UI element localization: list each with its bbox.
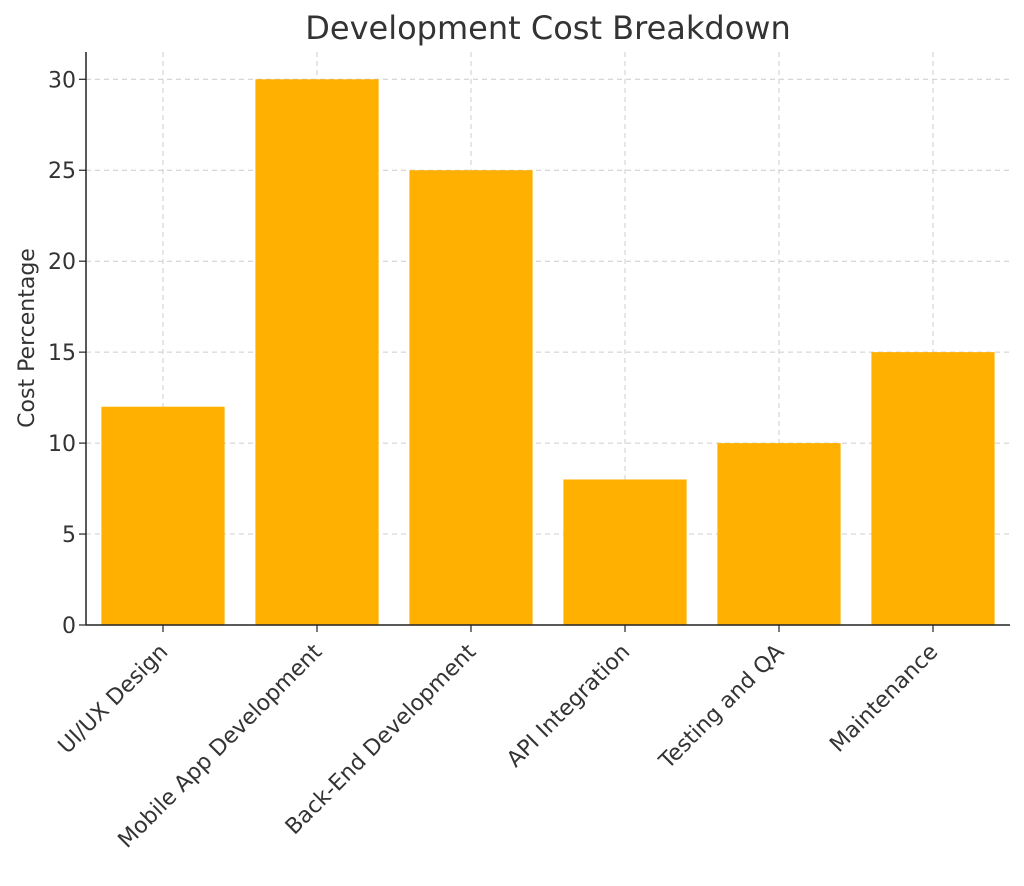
y-tick-label: 10 <box>48 432 76 457</box>
bar <box>717 443 841 625</box>
y-axis-label: Cost Percentage <box>15 248 40 428</box>
axes-layer <box>79 52 1010 632</box>
y-tick-label: 25 <box>48 159 76 184</box>
x-tick-label: UI/UX Design <box>54 640 174 760</box>
y-tick-label: 30 <box>48 68 76 93</box>
bar <box>255 79 379 626</box>
bar <box>563 479 687 625</box>
y-tick-label: 15 <box>48 341 76 366</box>
y-tick-label: 0 <box>62 614 76 639</box>
bars-layer <box>101 79 995 626</box>
bar <box>871 352 995 625</box>
x-tick-label: API Integration <box>502 640 635 773</box>
y-tick-label: 5 <box>62 523 76 548</box>
bar <box>409 170 533 625</box>
chart-title: Development Cost Breakdown <box>305 9 790 47</box>
x-tick-label: Maintenance <box>825 640 943 758</box>
x-tick-label: Testing and QA <box>654 640 789 775</box>
y-tick-label: 20 <box>48 250 76 275</box>
bar <box>101 406 225 625</box>
